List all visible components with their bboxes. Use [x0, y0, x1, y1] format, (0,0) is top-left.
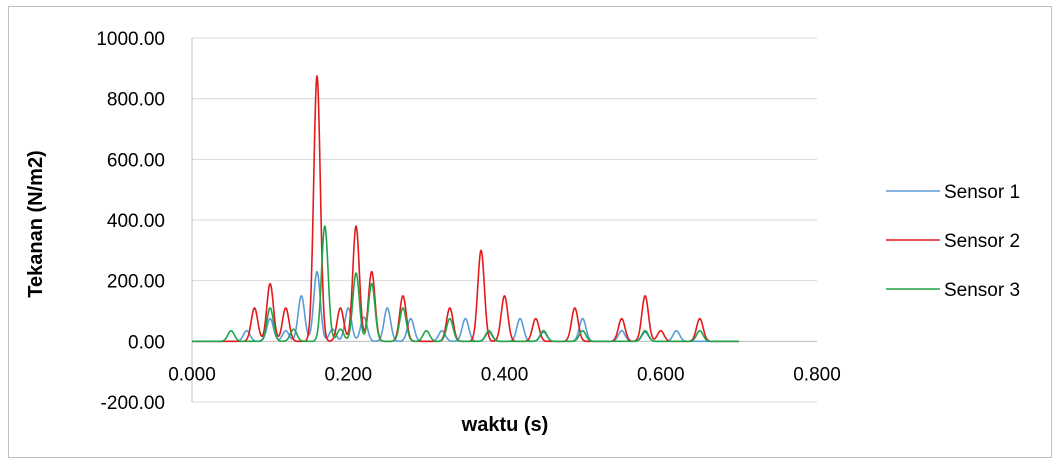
series-lines	[191, 75, 740, 343]
y-tick-label: 0.00	[128, 332, 165, 353]
x-axis-title: waktu (s)	[461, 414, 549, 436]
y-tick-label: 800.00	[107, 90, 165, 111]
x-tick-label: 0.200	[324, 364, 372, 385]
series-line-3	[191, 225, 740, 343]
y-axis-title: Tekanan (N/m2)	[25, 150, 47, 297]
y-tick-label: -200.00	[101, 393, 165, 414]
y-tick-label: 200.00	[107, 272, 165, 293]
x-tick-label: 0.600	[637, 364, 685, 385]
legend-label: Sensor 1	[944, 182, 1020, 203]
y-tick-label: 600.00	[107, 150, 165, 171]
legend-label: Sensor 3	[944, 280, 1020, 301]
series-line-2	[191, 75, 740, 343]
gridlines	[192, 37, 817, 403]
tick-labels: 1000.00 800.00 600.00 400.00 200.00 0.00 -200.…	[96, 29, 840, 414]
legend-label: Sensor 2	[944, 231, 1020, 252]
x-tick-label: 0.800	[793, 364, 841, 385]
legend: Sensor 1 Sensor 2 Sensor 3	[886, 182, 1020, 301]
y-tick-label: 400.00	[107, 211, 165, 232]
chart-area	[8, 6, 1052, 458]
x-tick-label: 0.000	[168, 364, 216, 385]
x-tick-label: 0.400	[481, 364, 529, 385]
y-tick-label: 1000.00	[96, 29, 165, 50]
